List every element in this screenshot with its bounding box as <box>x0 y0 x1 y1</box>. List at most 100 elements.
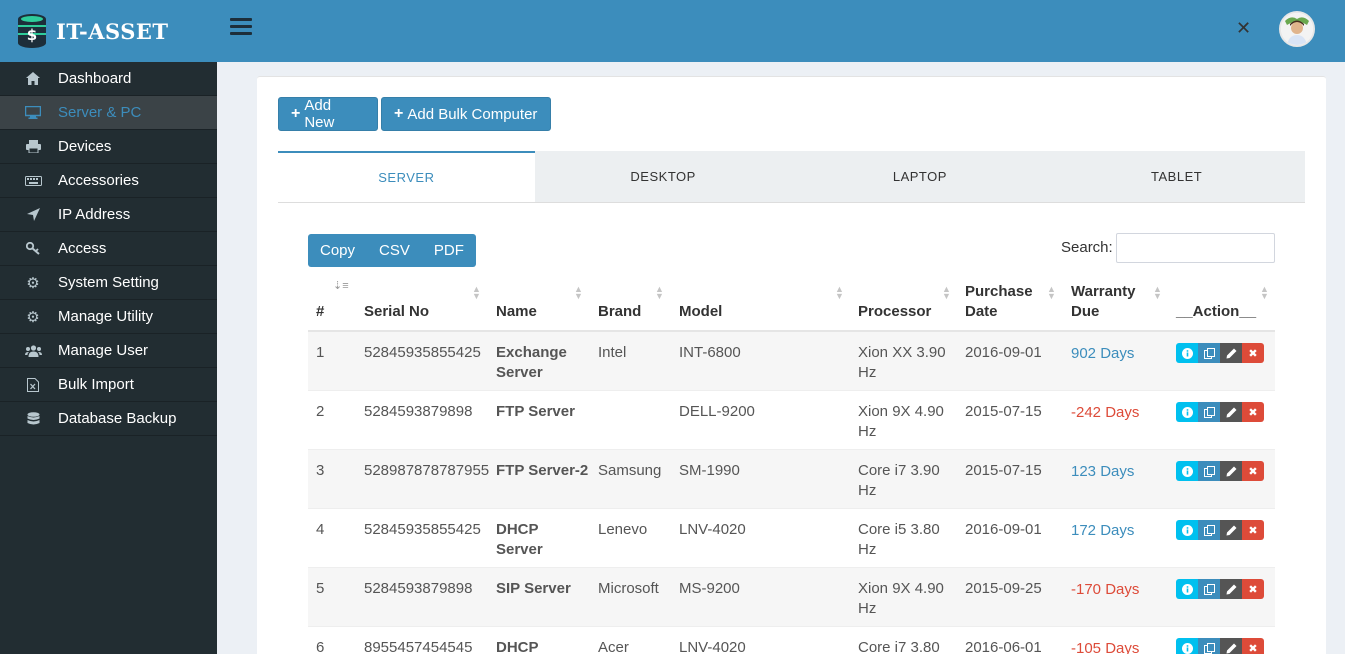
edit-pencil-icon[interactable] <box>1220 402 1242 422</box>
sidebar-item-database-backup[interactable]: Database Backup <box>0 402 217 436</box>
add-bulk-computer-button[interactable]: + Add Bulk Computer <box>381 97 551 131</box>
info-icon[interactable] <box>1176 579 1198 599</box>
sidebar-item-server-pc[interactable]: Server & PC <box>0 96 217 130</box>
cell-warranty-due: -170 Days <box>1071 581 1140 598</box>
info-icon[interactable] <box>1176 402 1198 422</box>
sort-icon: ▲ ▼ <box>472 284 481 301</box>
export-buttons: Copy CSV PDF <box>308 234 476 267</box>
gears-icon: ⚙ <box>26 274 40 292</box>
copy-icon[interactable] <box>1198 579 1220 599</box>
asset-tabs: SERVER DESKTOP LAPTOP TABLET <box>278 151 1305 203</box>
cell-purchase-date: 2015-09-25 <box>965 580 1042 597</box>
sidebar-toggle-icon[interactable] <box>230 18 252 38</box>
copy-icon[interactable] <box>1198 520 1220 540</box>
tab-tablet[interactable]: TABLET <box>1151 169 1203 184</box>
info-icon[interactable] <box>1176 520 1198 540</box>
cell-processor: Core i5 3.80 Hz <box>858 520 940 560</box>
delete-icon[interactable]: ✖ <box>1242 579 1264 599</box>
cell-line: Core i7 3.80 <box>858 639 940 654</box>
cell-purchase-date: 2016-09-01 <box>965 521 1042 538</box>
sidebar-item-ip-address[interactable]: IP Address <box>0 198 217 232</box>
cell-num: 6 <box>316 639 325 654</box>
sidebar-item-manage-utility[interactable]: ⚙ Manage Utility <box>0 300 217 334</box>
sidebar-item-accessories[interactable]: Accessories <box>0 164 217 198</box>
col-header-processor[interactable]: Processor <box>858 303 932 320</box>
info-icon[interactable] <box>1176 461 1198 481</box>
add-bulk-label: Add Bulk Computer <box>407 105 538 123</box>
home-icon <box>24 70 42 88</box>
cell-num: 5 <box>316 580 325 597</box>
table-row: 5 5284593879898 SIP Server Microsoft MS-… <box>308 568 1275 627</box>
cell-serial: 5284593879898 <box>364 580 473 597</box>
edit-pencil-icon[interactable] <box>1220 638 1242 654</box>
sidebar-item-access[interactable]: Access <box>0 232 217 266</box>
pdf-button[interactable]: PDF <box>433 242 464 259</box>
csv-button[interactable]: CSV <box>379 242 410 259</box>
cell-line: SIP Server <box>496 580 571 597</box>
sidebar-item-label: Database Backup <box>58 410 177 427</box>
sort-icon: ▲ ▼ <box>1153 284 1162 301</box>
table-row: 6 8955457454545 DHCP Acer LNV-4020 Core … <box>308 627 1275 654</box>
delete-icon[interactable]: ✖ <box>1242 520 1264 540</box>
col-header-action[interactable]: __Action__ <box>1176 303 1257 320</box>
sidebar-item-label: Manage User <box>58 342 149 359</box>
keyboard-icon <box>24 172 42 190</box>
copy-icon[interactable] <box>1198 343 1220 363</box>
search-input[interactable] <box>1116 233 1275 263</box>
header-line: Warranty <box>1071 283 1136 300</box>
edit-pencil-icon[interactable] <box>1220 343 1242 363</box>
cell-line: FTP Server <box>496 403 575 420</box>
sidebar-item-bulk-import[interactable]: Bulk Import <box>0 368 217 402</box>
user-avatar[interactable] <box>1279 11 1315 47</box>
col-header-purchase-date[interactable]: Purchase Date <box>965 282 1033 322</box>
info-icon[interactable] <box>1176 638 1198 654</box>
add-new-button[interactable]: + Add New <box>278 97 378 131</box>
sort-icon: ▲ ▼ <box>1047 284 1056 301</box>
cell-line: DHCP <box>496 521 539 538</box>
sidebar-item-manage-user[interactable]: Manage User <box>0 334 217 368</box>
sort-icon: ▲ ▼ <box>942 284 951 301</box>
sidebar: Dashboard Server & PC Devices Accessorie… <box>0 62 217 654</box>
copy-icon[interactable] <box>1198 461 1220 481</box>
delete-icon[interactable]: ✖ <box>1242 343 1264 363</box>
delete-icon[interactable]: ✖ <box>1242 402 1264 422</box>
col-header-serial[interactable]: Serial No <box>364 303 430 320</box>
table-body: 1 52845935855425 Exchange Server Intel I… <box>308 332 1275 654</box>
copy-icon[interactable] <box>1198 402 1220 422</box>
col-header-num[interactable]: # <box>316 303 325 320</box>
copy-button[interactable]: Copy <box>320 242 356 259</box>
tab-desktop[interactable]: DESKTOP <box>630 169 696 184</box>
header-line: Due <box>1071 303 1100 320</box>
database-icon <box>24 410 42 428</box>
edit-pencil-icon[interactable] <box>1220 579 1242 599</box>
sidebar-item-system-setting[interactable]: ⚙ System Setting <box>0 266 217 300</box>
sidebar-item-label: Access <box>58 240 107 257</box>
cell-warranty-due: -105 Days <box>1071 640 1140 654</box>
col-header-brand[interactable]: Brand <box>598 303 642 320</box>
edit-pencil-icon[interactable] <box>1220 461 1242 481</box>
database-dollar-icon: $ <box>14 11 50 51</box>
row-actions: ✖ <box>1176 402 1264 422</box>
col-header-warranty-due[interactable]: Warranty Due <box>1071 282 1135 322</box>
delete-icon[interactable]: ✖ <box>1242 638 1264 654</box>
tab-server[interactable]: SERVER <box>278 151 535 202</box>
delete-icon[interactable]: ✖ <box>1242 461 1264 481</box>
edit-pencil-icon[interactable] <box>1220 520 1242 540</box>
sidebar-item-devices[interactable]: Devices <box>0 130 217 164</box>
col-header-name[interactable]: Name <box>496 303 537 320</box>
header-line: Date <box>965 303 998 320</box>
col-header-model[interactable]: Model <box>679 303 723 320</box>
plus-icon: + <box>394 105 404 122</box>
cell-line: Hz <box>858 482 877 499</box>
fullscreen-close-icon[interactable]: ✕ <box>1236 18 1252 39</box>
sidebar-item-dashboard[interactable]: Dashboard <box>0 62 217 96</box>
server-table: # ⇣≡ Serial No ▲ ▼ Name ▲ ▼ Brand ▲ ▼ Model… <box>308 277 1275 654</box>
copy-icon[interactable] <box>1198 638 1220 654</box>
info-icon[interactable] <box>1176 343 1198 363</box>
cell-line: DHCP <box>496 639 539 654</box>
sort-icon: ▲ ▼ <box>655 284 664 301</box>
tab-laptop[interactable]: LAPTOP <box>892 169 947 184</box>
logo[interactable]: $ IT-ASSET <box>0 0 217 62</box>
cell-line: Core i7 3.90 <box>858 462 940 479</box>
users-icon <box>24 342 42 360</box>
